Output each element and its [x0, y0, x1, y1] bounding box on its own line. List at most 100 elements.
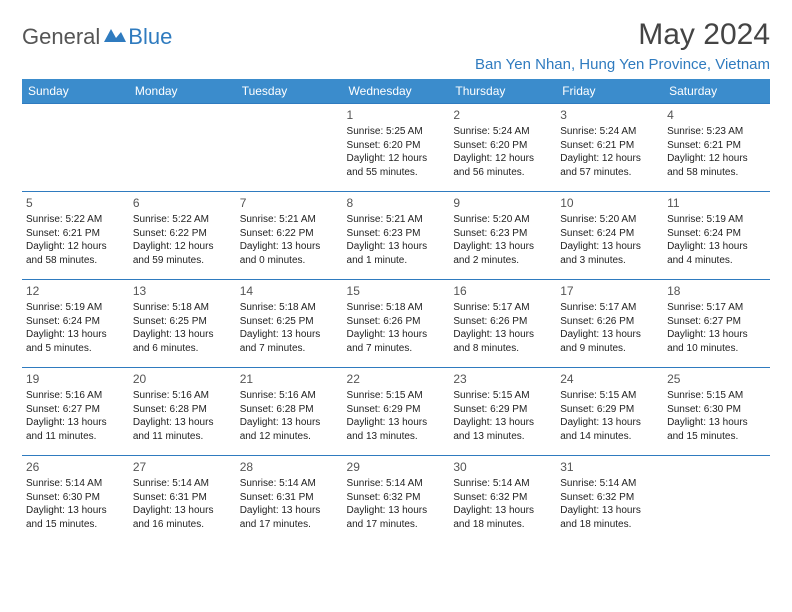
- day-number: 7: [240, 195, 339, 211]
- sunset-line: Sunset: 6:20 PM: [347, 139, 446, 153]
- sunrise-line: Sunrise: 5:25 AM: [347, 125, 446, 139]
- sunrise-line: Sunrise: 5:17 AM: [453, 301, 552, 315]
- weekday-header: Friday: [556, 79, 663, 104]
- day-number: 24: [560, 371, 659, 387]
- sunrise-line: Sunrise: 5:14 AM: [26, 477, 125, 491]
- weekday-header: Tuesday: [236, 79, 343, 104]
- sunset-line: Sunset: 6:21 PM: [26, 227, 125, 241]
- sunset-line: Sunset: 6:21 PM: [667, 139, 766, 153]
- calendar-cell: 4Sunrise: 5:23 AMSunset: 6:21 PMDaylight…: [663, 104, 770, 192]
- daylight-line: Daylight: 13 hours and 13 minutes.: [347, 416, 446, 443]
- calendar-cell: 15Sunrise: 5:18 AMSunset: 6:26 PMDayligh…: [343, 280, 450, 368]
- day-number: 20: [133, 371, 232, 387]
- weekday-header-row: Sunday Monday Tuesday Wednesday Thursday…: [22, 79, 770, 104]
- sunset-line: Sunset: 6:29 PM: [560, 403, 659, 417]
- sunset-line: Sunset: 6:24 PM: [667, 227, 766, 241]
- sunrise-line: Sunrise: 5:19 AM: [667, 213, 766, 227]
- sunset-line: Sunset: 6:32 PM: [453, 491, 552, 505]
- sunrise-line: Sunrise: 5:16 AM: [240, 389, 339, 403]
- calendar-cell: 6Sunrise: 5:22 AMSunset: 6:22 PMDaylight…: [129, 192, 236, 280]
- daylight-line: Daylight: 13 hours and 7 minutes.: [347, 328, 446, 355]
- day-number: 15: [347, 283, 446, 299]
- logo-icon: [104, 26, 126, 49]
- day-number: 26: [26, 459, 125, 475]
- sunset-line: Sunset: 6:32 PM: [560, 491, 659, 505]
- sunrise-line: Sunrise: 5:14 AM: [347, 477, 446, 491]
- sunset-line: Sunset: 6:25 PM: [240, 315, 339, 329]
- sunrise-line: Sunrise: 5:16 AM: [26, 389, 125, 403]
- day-number: 9: [453, 195, 552, 211]
- calendar-cell: 22Sunrise: 5:15 AMSunset: 6:29 PMDayligh…: [343, 368, 450, 456]
- calendar-row: 1Sunrise: 5:25 AMSunset: 6:20 PMDaylight…: [22, 104, 770, 192]
- daylight-line: Daylight: 13 hours and 8 minutes.: [453, 328, 552, 355]
- location: Ban Yen Nhan, Hung Yen Province, Vietnam: [475, 56, 770, 73]
- daylight-line: Daylight: 13 hours and 18 minutes.: [560, 504, 659, 531]
- calendar-page: General Blue May 2024 Ban Yen Nhan, Hung…: [0, 0, 792, 562]
- day-number: 14: [240, 283, 339, 299]
- daylight-line: Daylight: 13 hours and 3 minutes.: [560, 240, 659, 267]
- sunset-line: Sunset: 6:22 PM: [133, 227, 232, 241]
- sunset-line: Sunset: 6:29 PM: [453, 403, 552, 417]
- sunrise-line: Sunrise: 5:20 AM: [453, 213, 552, 227]
- calendar-cell: 18Sunrise: 5:17 AMSunset: 6:27 PMDayligh…: [663, 280, 770, 368]
- day-number: 22: [347, 371, 446, 387]
- daylight-line: Daylight: 12 hours and 59 minutes.: [133, 240, 232, 267]
- sunrise-line: Sunrise: 5:15 AM: [453, 389, 552, 403]
- sunrise-line: Sunrise: 5:17 AM: [667, 301, 766, 315]
- daylight-line: Daylight: 12 hours and 55 minutes.: [347, 152, 446, 179]
- calendar-cell: 7Sunrise: 5:21 AMSunset: 6:22 PMDaylight…: [236, 192, 343, 280]
- sunrise-line: Sunrise: 5:15 AM: [667, 389, 766, 403]
- sunset-line: Sunset: 6:24 PM: [560, 227, 659, 241]
- daylight-line: Daylight: 13 hours and 12 minutes.: [240, 416, 339, 443]
- sunrise-line: Sunrise: 5:18 AM: [347, 301, 446, 315]
- day-number: 17: [560, 283, 659, 299]
- logo-text-2: Blue: [128, 24, 172, 50]
- logo: General Blue: [22, 18, 172, 50]
- weekday-header: Thursday: [449, 79, 556, 104]
- day-number: 6: [133, 195, 232, 211]
- calendar-row: 5 Sunrise: 5:22 AMSunset: 6:21 PM Daylight…: [22, 192, 770, 280]
- sunrise-line: Sunrise: 5:21 AM: [347, 213, 446, 227]
- day-number: 11: [667, 195, 766, 211]
- day-number: 12: [26, 283, 125, 299]
- day-number: 2: [453, 107, 552, 123]
- calendar-cell: 13Sunrise: 5:18 AMSunset: 6:25 PMDayligh…: [129, 280, 236, 368]
- daylight-line: Daylight: 13 hours and 17 minutes.: [240, 504, 339, 531]
- sunrise-line: Sunrise: 5:18 AM: [240, 301, 339, 315]
- calendar-cell: [129, 104, 236, 192]
- daylight-line: Daylight: 13 hours and 7 minutes.: [240, 328, 339, 355]
- day-number: 30: [453, 459, 552, 475]
- sunrise-line: Sunrise: 5:14 AM: [240, 477, 339, 491]
- logo-text-1: General: [22, 24, 100, 50]
- calendar-cell: [22, 104, 129, 192]
- calendar-cell: 31Sunrise: 5:14 AMSunset: 6:32 PMDayligh…: [556, 456, 663, 544]
- daylight-line: Daylight: 13 hours and 11 minutes.: [133, 416, 232, 443]
- weekday-header: Sunday: [22, 79, 129, 104]
- sunset-line: Sunset: 6:31 PM: [133, 491, 232, 505]
- calendar-cell: 21Sunrise: 5:16 AMSunset: 6:28 PMDayligh…: [236, 368, 343, 456]
- calendar-cell: 26Sunrise: 5:14 AMSunset: 6:30 PMDayligh…: [22, 456, 129, 544]
- day-number: 19: [26, 371, 125, 387]
- month-title: May 2024: [475, 18, 770, 52]
- sunset-line: Sunset: 6:27 PM: [26, 403, 125, 417]
- calendar-cell: 1Sunrise: 5:25 AMSunset: 6:20 PMDaylight…: [343, 104, 450, 192]
- day-number: 16: [453, 283, 552, 299]
- sunset-line: Sunset: 6:23 PM: [347, 227, 446, 241]
- sunset-line: Sunset: 6:28 PM: [240, 403, 339, 417]
- weekday-header: Wednesday: [343, 79, 450, 104]
- calendar-cell: 2Sunrise: 5:24 AMSunset: 6:20 PMDaylight…: [449, 104, 556, 192]
- sunset-line: Sunset: 6:27 PM: [667, 315, 766, 329]
- daylight-line: Daylight: 13 hours and 16 minutes.: [133, 504, 232, 531]
- sunrise-line: Sunrise: 5:21 AM: [240, 213, 339, 227]
- calendar-row: 12Sunrise: 5:19 AMSunset: 6:24 PMDayligh…: [22, 280, 770, 368]
- day-number: 5: [26, 195, 125, 211]
- sunrise-line: Sunrise: 5:17 AM: [560, 301, 659, 315]
- sunrise-line: Sunrise: 5:22 AM: [26, 213, 125, 227]
- day-number: 18: [667, 283, 766, 299]
- sunset-line: Sunset: 6:30 PM: [26, 491, 125, 505]
- daylight-line: Daylight: 12 hours and 57 minutes.: [560, 152, 659, 179]
- daylight-line: Daylight: 13 hours and 15 minutes.: [667, 416, 766, 443]
- calendar-cell: 29Sunrise: 5:14 AMSunset: 6:32 PMDayligh…: [343, 456, 450, 544]
- sunset-line: Sunset: 6:21 PM: [560, 139, 659, 153]
- daylight-line: Daylight: 13 hours and 6 minutes.: [133, 328, 232, 355]
